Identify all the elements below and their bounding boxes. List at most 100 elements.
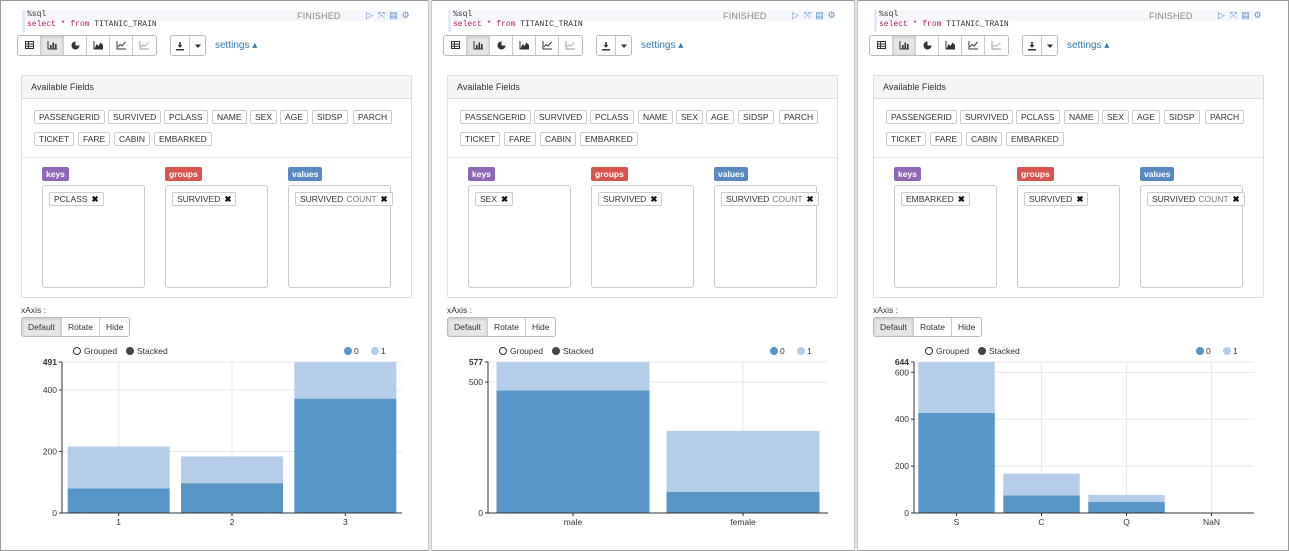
expand-icon[interactable]: ⤧ bbox=[1229, 10, 1238, 20]
stacked-radio[interactable]: Stacked bbox=[552, 346, 594, 356]
legend-item-1[interactable]: 1 bbox=[371, 346, 386, 356]
run-icon[interactable]: ▷ bbox=[792, 10, 799, 20]
xaxis-rotate-button[interactable]: Rotate bbox=[488, 318, 526, 336]
download-button[interactable] bbox=[1023, 36, 1042, 55]
remove-icon[interactable]: ✖ bbox=[501, 194, 509, 204]
groups-chip[interactable]: SURVIVED ✖ bbox=[172, 192, 237, 206]
values-chip[interactable]: SURVIVED COUNT ✖ bbox=[295, 192, 393, 206]
field-chip[interactable]: PASSENGERID bbox=[460, 110, 531, 124]
keys-drop-zone[interactable]: EMBARKED ✖ bbox=[894, 185, 997, 288]
pie-chart-button[interactable] bbox=[64, 36, 87, 55]
xaxis-default-button[interactable]: Default bbox=[448, 318, 488, 336]
field-chip[interactable]: SEX bbox=[1102, 110, 1130, 124]
area-chart-button[interactable] bbox=[513, 36, 536, 55]
xaxis-default-button[interactable]: Default bbox=[22, 318, 62, 336]
bar-series-0[interactable] bbox=[1003, 495, 1080, 513]
book-icon[interactable]: ▤ bbox=[815, 10, 824, 20]
settings-toggle[interactable]: settings ▴ bbox=[641, 40, 684, 51]
remove-icon[interactable]: ✖ bbox=[91, 194, 99, 204]
download-dropdown-button[interactable] bbox=[1042, 36, 1057, 55]
download-button[interactable] bbox=[171, 36, 190, 55]
bar-series-1[interactable] bbox=[666, 430, 820, 492]
values-chip[interactable]: SURVIVED COUNT ✖ bbox=[1147, 192, 1245, 206]
table-button[interactable] bbox=[870, 36, 893, 55]
field-chip[interactable]: SEX bbox=[250, 110, 278, 124]
settings-toggle[interactable]: settings ▴ bbox=[1067, 40, 1110, 51]
code-editor[interactable]: %sql select * from TITANIC_TRAIN bbox=[448, 10, 828, 32]
field-chip[interactable]: PASSENGERID bbox=[34, 110, 105, 124]
field-chip[interactable]: PARCH bbox=[353, 110, 393, 124]
remove-icon[interactable]: ✖ bbox=[650, 194, 658, 204]
values-drop-zone[interactable]: SURVIVED COUNT ✖ bbox=[288, 185, 393, 288]
grouped-radio[interactable]: Grouped bbox=[499, 346, 543, 356]
remove-icon[interactable]: ✖ bbox=[1232, 194, 1240, 204]
line-chart-button[interactable] bbox=[110, 36, 133, 55]
field-chip[interactable]: CABIN bbox=[540, 132, 576, 146]
field-chip[interactable]: TICKET bbox=[460, 132, 501, 146]
area-chart-button[interactable] bbox=[939, 36, 962, 55]
scatter-chart-button[interactable] bbox=[559, 36, 582, 55]
field-chip[interactable]: NAME bbox=[212, 110, 247, 124]
grouped-radio[interactable]: Grouped bbox=[925, 346, 969, 356]
expand-icon[interactable]: ⤧ bbox=[377, 10, 386, 20]
bar-chart-button[interactable] bbox=[467, 36, 490, 55]
table-button[interactable] bbox=[444, 36, 467, 55]
field-chip[interactable]: TICKET bbox=[886, 132, 927, 146]
bar-series-0[interactable] bbox=[918, 412, 995, 513]
bar-series-0[interactable] bbox=[1088, 501, 1165, 513]
area-chart-button[interactable] bbox=[87, 36, 110, 55]
groups-drop-zone[interactable]: SURVIVED ✖ bbox=[1017, 185, 1120, 288]
bar-series-0[interactable] bbox=[67, 488, 170, 513]
xaxis-rotate-button[interactable]: Rotate bbox=[914, 318, 952, 336]
bar-series-1[interactable] bbox=[67, 446, 170, 489]
bar-series-1[interactable] bbox=[1003, 473, 1080, 496]
bar-chart-button[interactable] bbox=[41, 36, 64, 55]
line-chart-button[interactable] bbox=[962, 36, 985, 55]
aggregation-dropdown[interactable]: COUNT bbox=[772, 194, 803, 204]
keys-drop-zone[interactable]: PCLASS ✖ bbox=[42, 185, 145, 288]
groups-drop-zone[interactable]: SURVIVED ✖ bbox=[591, 185, 694, 288]
field-chip[interactable]: EMBARKED bbox=[580, 132, 638, 146]
field-chip[interactable]: SURVIVED bbox=[960, 110, 1014, 124]
pie-chart-button[interactable] bbox=[490, 36, 513, 55]
xaxis-default-button[interactable]: Default bbox=[874, 318, 914, 336]
settings-toggle[interactable]: settings ▴ bbox=[215, 40, 258, 51]
book-icon[interactable]: ▤ bbox=[1241, 10, 1250, 20]
field-chip[interactable]: CABIN bbox=[966, 132, 1002, 146]
values-drop-zone[interactable]: SURVIVED COUNT ✖ bbox=[1140, 185, 1245, 288]
field-chip[interactable]: SEX bbox=[676, 110, 704, 124]
book-icon[interactable]: ▤ bbox=[389, 10, 398, 20]
code-editor[interactable]: %sql select * from TITANIC_TRAIN bbox=[22, 10, 402, 32]
scatter-chart-button[interactable] bbox=[133, 36, 156, 55]
pie-chart-button[interactable] bbox=[916, 36, 939, 55]
field-chip[interactable]: SIDSP bbox=[312, 110, 348, 124]
field-chip[interactable]: CABIN bbox=[114, 132, 150, 146]
download-dropdown-button[interactable] bbox=[190, 36, 205, 55]
field-chip[interactable]: EMBARKED bbox=[154, 132, 212, 146]
line-chart-button[interactable] bbox=[536, 36, 559, 55]
bar-series-0[interactable] bbox=[181, 483, 283, 513]
grouped-radio[interactable]: Grouped bbox=[73, 346, 117, 356]
gear-icon[interactable]: ⚙ bbox=[1253, 10, 1262, 20]
code-editor[interactable]: %sql select * from TITANIC_TRAIN bbox=[874, 10, 1254, 32]
field-chip[interactable]: PARCH bbox=[779, 110, 819, 124]
field-chip[interactable]: AGE bbox=[1132, 110, 1160, 124]
field-chip[interactable]: PCLASS bbox=[164, 110, 208, 124]
download-dropdown-button[interactable] bbox=[616, 36, 631, 55]
field-chip[interactable]: PCLASS bbox=[1016, 110, 1060, 124]
field-chip[interactable]: FARE bbox=[504, 132, 537, 146]
gear-icon[interactable]: ⚙ bbox=[401, 10, 410, 20]
aggregation-dropdown[interactable]: COUNT bbox=[1198, 194, 1229, 204]
legend-item-0[interactable]: 0 bbox=[1196, 346, 1211, 356]
download-button[interactable] bbox=[597, 36, 616, 55]
run-icon[interactable]: ▷ bbox=[366, 10, 373, 20]
legend-item-0[interactable]: 0 bbox=[770, 346, 785, 356]
field-chip[interactable]: NAME bbox=[638, 110, 673, 124]
field-chip[interactable]: PCLASS bbox=[590, 110, 634, 124]
field-chip[interactable]: PARCH bbox=[1205, 110, 1245, 124]
gear-icon[interactable]: ⚙ bbox=[827, 10, 836, 20]
field-chip[interactable]: AGE bbox=[280, 110, 308, 124]
field-chip[interactable]: SURVIVED bbox=[108, 110, 162, 124]
remove-icon[interactable]: ✖ bbox=[957, 194, 965, 204]
legend-item-1[interactable]: 1 bbox=[797, 346, 812, 356]
